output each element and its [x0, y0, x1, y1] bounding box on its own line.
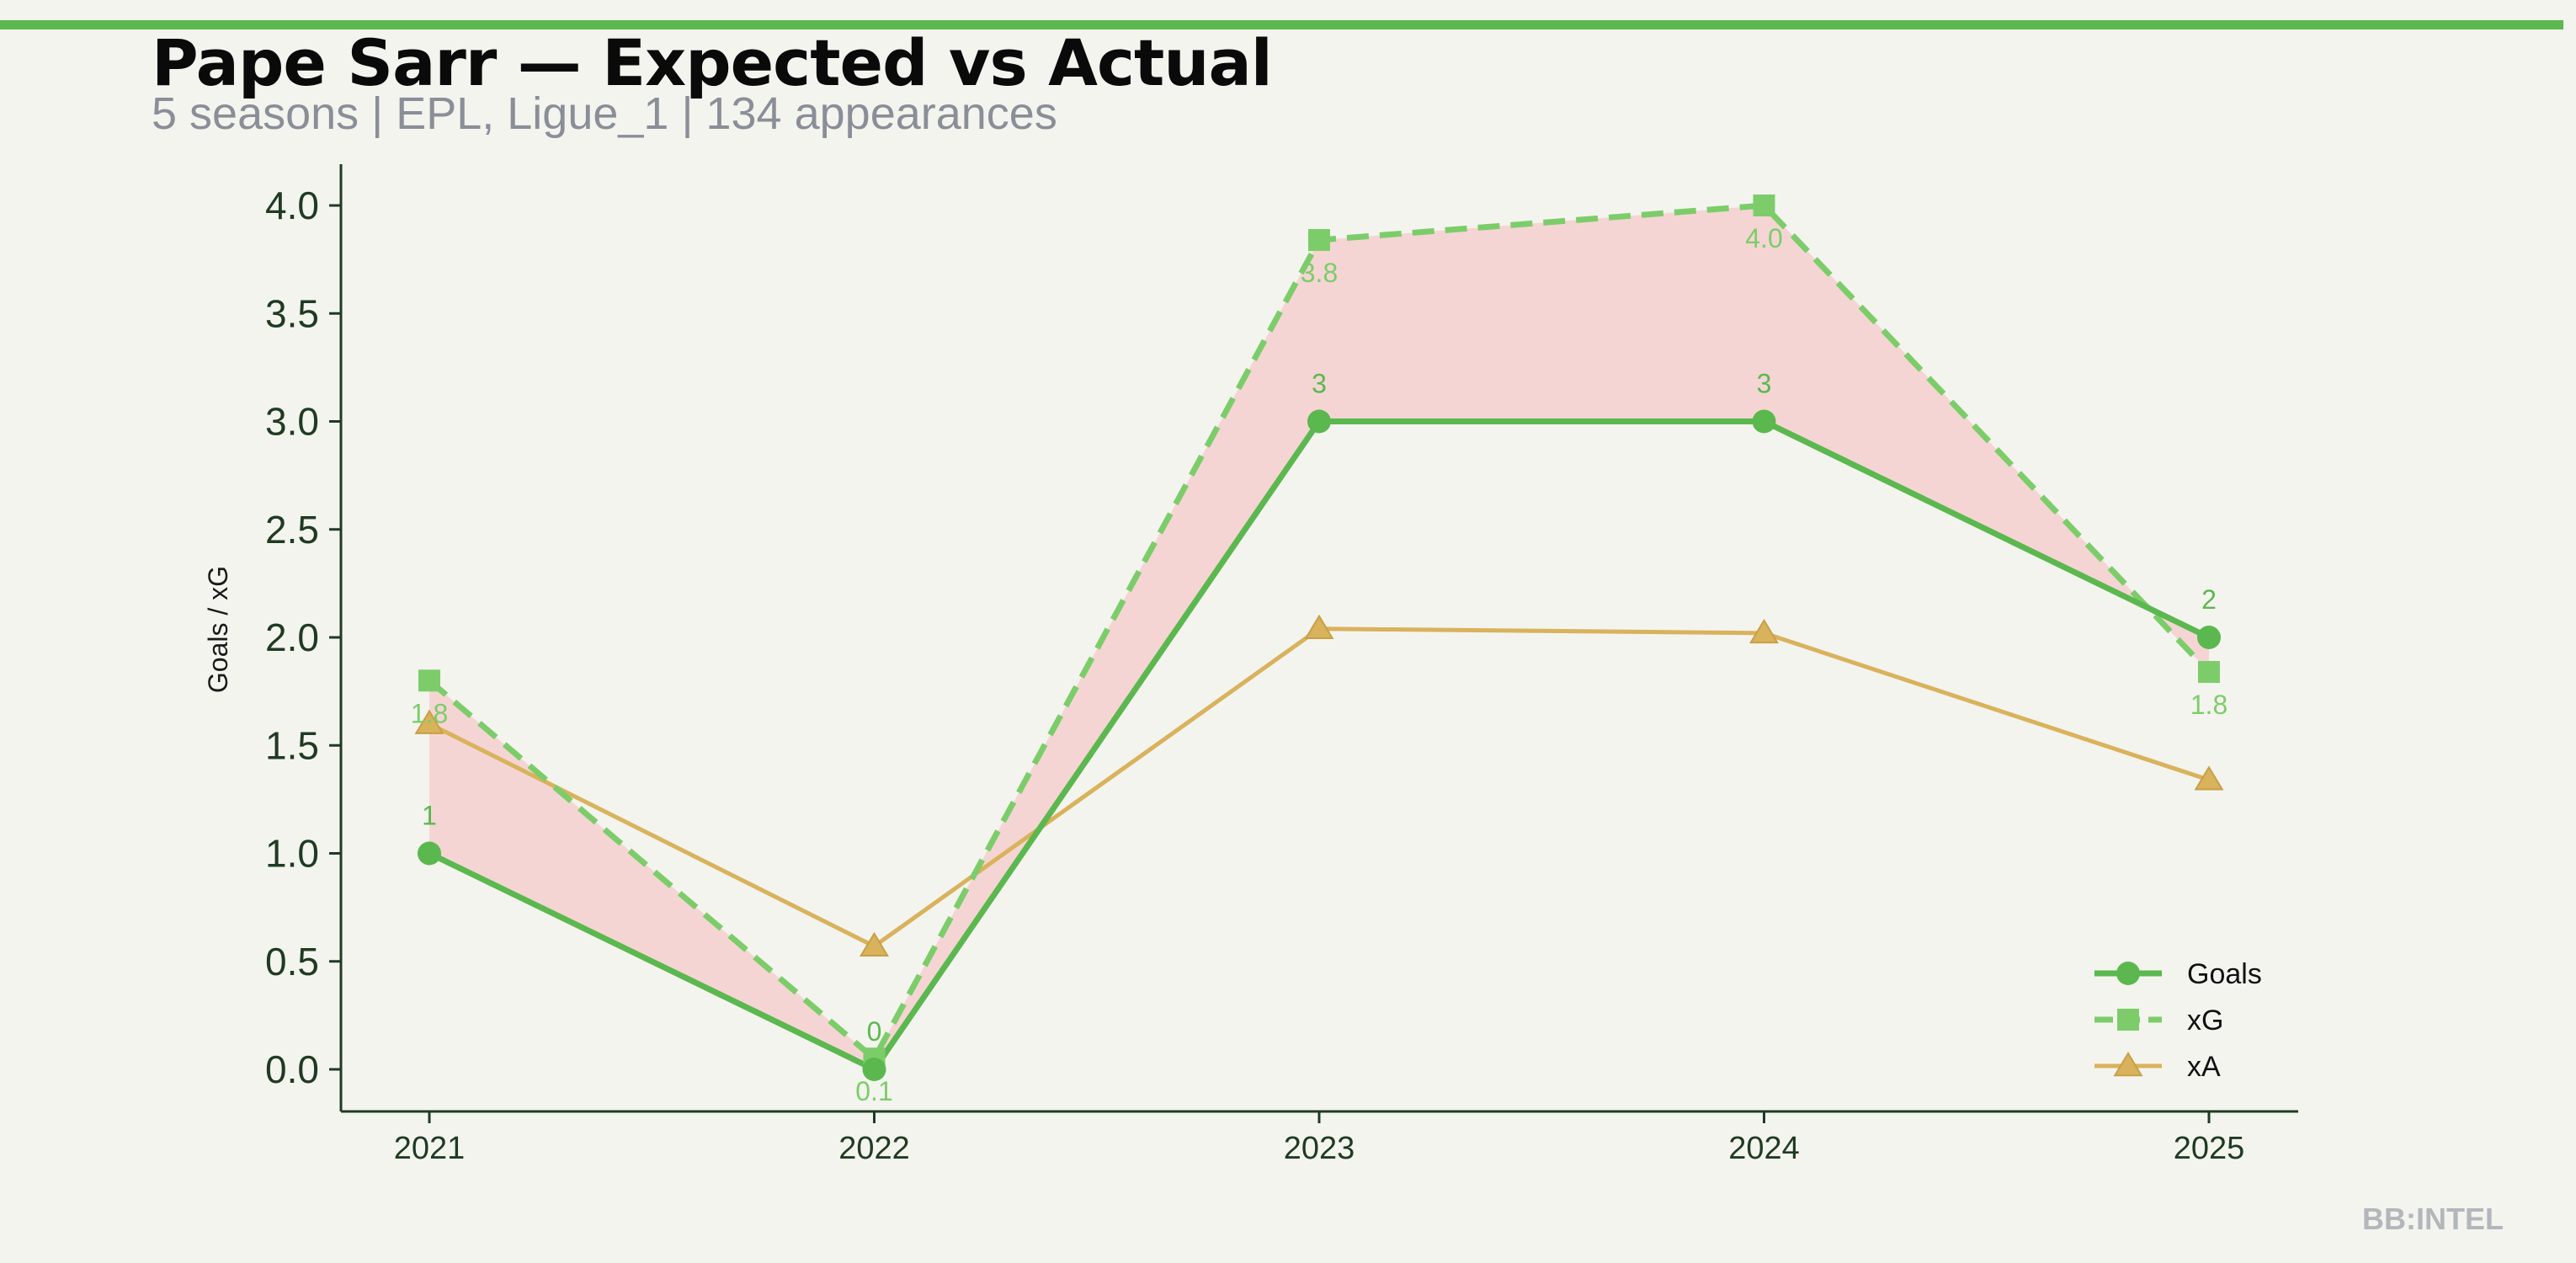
legend-label: Goals — [2187, 958, 2262, 990]
accent-bar — [0, 20, 2563, 29]
goals-point — [862, 1058, 886, 1081]
legend-marker-square — [2117, 1009, 2139, 1031]
xa-point — [414, 709, 444, 734]
y-tick-label: 1.0 — [265, 832, 319, 876]
x-tick-label: 2024 — [1728, 1131, 1800, 1166]
chart-subtitle: 5 seasons | EPL, Ligue_1 | 134 appearanc… — [152, 88, 1057, 139]
data-labels-layer: 1 0 3 3 2 1.8 0.1 3.8 4.0 1.8 — [411, 223, 2227, 1106]
y-tick-label: 3.0 — [265, 400, 319, 444]
goals-data-label: 3 — [1312, 369, 1327, 399]
goals-point — [2197, 626, 2221, 649]
x-tick-label: 2021 — [394, 1131, 466, 1166]
watermark-logo: BB:INTEL — [2362, 1202, 2504, 1236]
xa-point — [859, 931, 890, 957]
xg-point — [1753, 195, 1775, 216]
xa-point — [2194, 765, 2224, 791]
x-tick-label: 2023 — [1284, 1131, 1355, 1166]
xg-point — [1308, 229, 1330, 252]
y-tick-label: 4.0 — [265, 184, 319, 227]
legend-label: xA — [2187, 1051, 2221, 1083]
y-tick-label: 0.5 — [265, 940, 319, 983]
goals-data-label: 2 — [2201, 584, 2217, 615]
legend-label: xG — [2187, 1005, 2223, 1037]
series-layer — [414, 195, 2224, 1081]
goals-point — [418, 841, 441, 866]
legend-marker-triangle — [2113, 1052, 2143, 1077]
xa-point — [1748, 618, 1780, 644]
xa-point — [1304, 614, 1334, 639]
goals-point — [1307, 409, 1331, 434]
xg-data-label: 1.8 — [411, 698, 448, 728]
xg-data-label: 4.0 — [1745, 223, 1782, 253]
x-tick-label: 2025 — [2174, 1131, 2245, 1166]
y-tick-label: 0.0 — [265, 1047, 319, 1091]
axes: 0.0 0.5 1.0 1.5 2.0 2.5 3.0 3.5 4.0 2021 2022 2023 2… — [203, 164, 2298, 1166]
xa-line — [428, 626, 2210, 949]
goals-point — [1752, 409, 1776, 434]
legend-marker-circle — [2116, 962, 2140, 985]
y-tick-label: 2.5 — [265, 508, 319, 552]
xg-point — [418, 669, 440, 692]
y-tick-label: 2.0 — [265, 616, 319, 659]
xg-data-label: 3.8 — [1301, 258, 1338, 288]
y-tick-label: 3.5 — [265, 291, 319, 335]
goals-data-label: 0 — [867, 1016, 882, 1047]
x-tick-label: 2022 — [838, 1131, 910, 1166]
xg-data-label: 1.8 — [2190, 690, 2227, 720]
goals-data-label: 1 — [422, 801, 437, 831]
y-axis-label: Goals / xG — [203, 566, 233, 693]
chart-title: Pape Sarr — Expected vs Actual — [152, 25, 1273, 100]
xg-data-label: 0.1 — [855, 1076, 892, 1106]
y-tick-label: 1.5 — [265, 723, 319, 767]
xg-point — [2198, 661, 2220, 684]
legend: Goals xG xA — [2094, 958, 2262, 1083]
goals-data-label: 3 — [1757, 369, 1772, 399]
